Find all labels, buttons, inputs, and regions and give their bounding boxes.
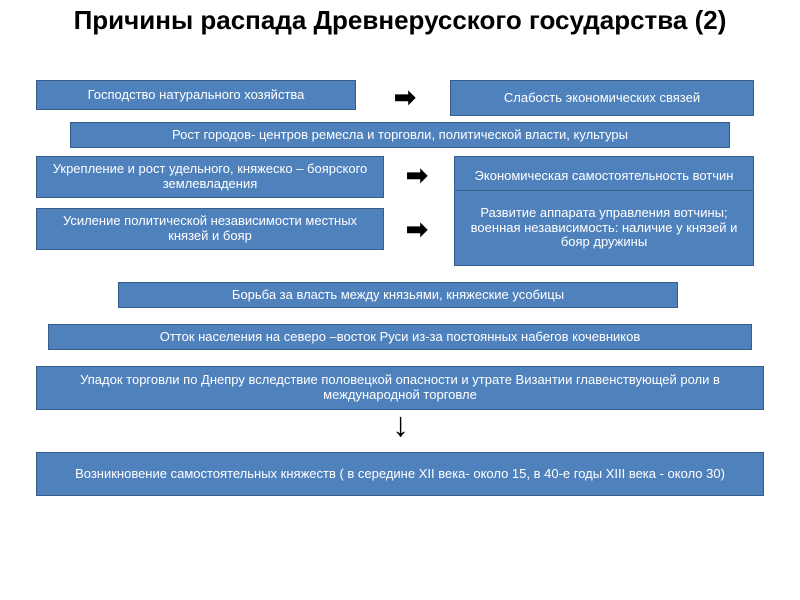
- arrow-down-icon: ↓: [392, 406, 409, 445]
- box-population-outflow: Отток населения на северо –восток Руси и…: [48, 324, 752, 350]
- box-admin-military: Развитие аппарата управления вотчины; во…: [454, 190, 754, 266]
- arrow-right-icon: ➡: [406, 160, 428, 191]
- box-principalities: Возникновение самостоятельных княжеств (…: [36, 452, 764, 496]
- box-weak-econ-links: Слабость экономических связей: [450, 80, 754, 116]
- box-power-struggle: Борьба за власть между князьями, княжеск…: [118, 282, 678, 308]
- box-trade-decline: Упадок торговли по Днепру вследствие пол…: [36, 366, 764, 410]
- page-title: Причины распада Древнерусского государст…: [0, 0, 800, 40]
- box-city-growth: Рост городов- центров ремесла и торговли…: [70, 122, 730, 148]
- box-natural-economy: Господство натурального хозяйства: [36, 80, 356, 110]
- box-land-ownership: Укрепление и рост удельного, княжеско – …: [36, 156, 384, 198]
- box-political-independence: Усиление политической независимости мест…: [36, 208, 384, 250]
- arrow-right-icon: ➡: [406, 214, 428, 245]
- arrow-right-icon: ➡: [394, 82, 416, 113]
